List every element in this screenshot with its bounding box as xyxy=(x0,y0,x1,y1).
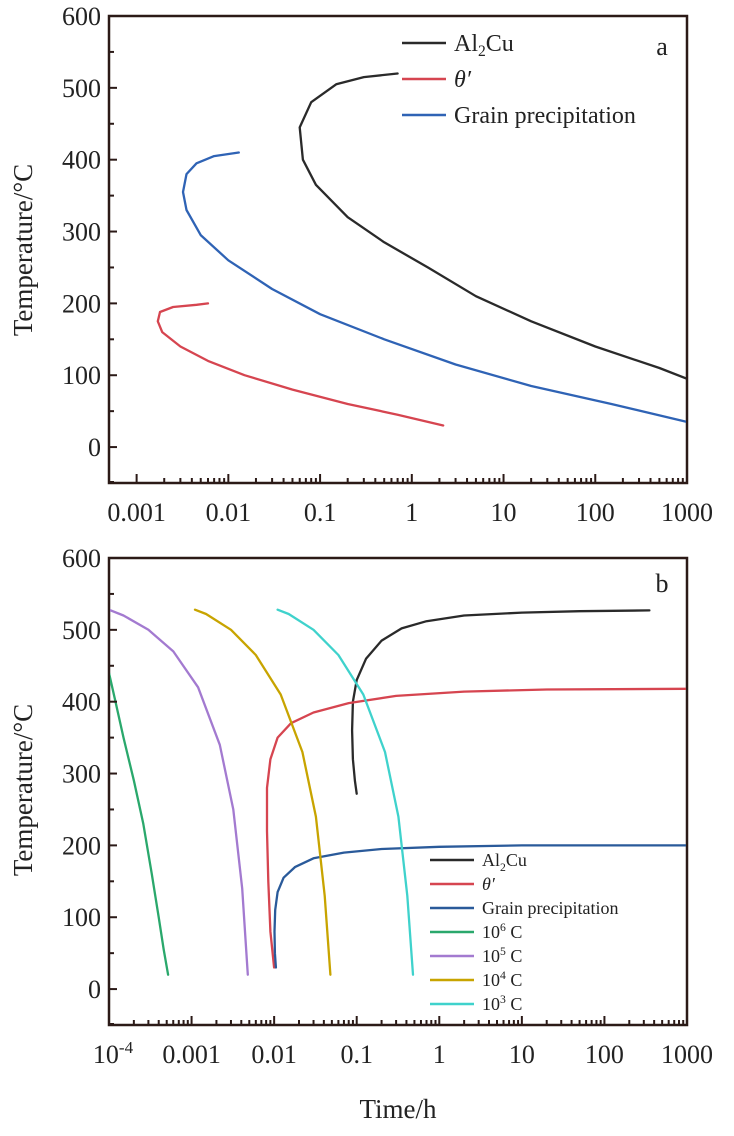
y-tick-label: 500 xyxy=(62,74,101,103)
y-tick-label: 100 xyxy=(62,361,101,390)
series-line-1 xyxy=(350,609,651,795)
legend-label: Al2Cu xyxy=(454,31,514,60)
panel-b: 0 100 200 300 400 500 600 10-4 0.001 0.01 0.1 1 10 10… xyxy=(8,544,713,1069)
ticks-a: 0 100 200 300 400 500 600 0.001 0.01 0.1 1 10 100 100… xyxy=(62,2,713,527)
y-tick-label: 200 xyxy=(62,289,101,318)
y-tick-label: 600 xyxy=(62,544,101,573)
plot-frame-b xyxy=(107,556,689,1027)
x-tick-label: 0.001 xyxy=(107,498,166,527)
ticks-b: 0 100 200 300 400 500 600 10-4 0.001 0.01 0.1 1 10 10… xyxy=(62,544,713,1069)
legend-label: 106 C xyxy=(482,921,522,942)
x-tick-label: 1 xyxy=(433,1040,446,1069)
legend-label: Grain precipitation xyxy=(482,898,618,918)
legend-a: Al2Cu θ′ Grain precipitation xyxy=(402,31,636,129)
series-line-5 xyxy=(110,608,249,976)
y-axis-label-b: Temperature/°C xyxy=(8,704,38,876)
x-tick-label: 1 xyxy=(405,498,418,527)
x-tick-label: 100 xyxy=(576,498,615,527)
legend-label: Al2Cu xyxy=(482,850,527,874)
panel-a: 0 100 200 300 400 500 600 0.001 0.01 0.1 1 10 100 100… xyxy=(8,2,713,527)
curves-b xyxy=(110,608,686,976)
series-line-7 xyxy=(276,608,415,976)
panel-label-b: b xyxy=(656,569,669,598)
x-tick-label: 0.01 xyxy=(206,498,252,527)
x-tick-label: 0.01 xyxy=(251,1040,297,1069)
series-line-6 xyxy=(193,608,332,976)
series-line-1 xyxy=(298,72,686,380)
legend-label: 105 C xyxy=(482,945,522,966)
y-tick-label: 0 xyxy=(88,433,101,462)
x-tick-label: 10 xyxy=(491,498,517,527)
series-line-2 xyxy=(156,302,445,427)
legend-label: θ′ xyxy=(482,874,496,894)
x-tick-label: 0.1 xyxy=(304,498,337,527)
x-tick-label: 10 xyxy=(509,1040,535,1069)
series-line-3 xyxy=(181,151,686,423)
x-tick-label: 0.001 xyxy=(162,1040,221,1069)
y-tick-label: 600 xyxy=(62,2,101,31)
y-tick-label: 300 xyxy=(62,218,101,247)
y-tick-label: 400 xyxy=(62,688,101,717)
y-tick-label: 100 xyxy=(62,903,101,932)
x-axis-label: Time/h xyxy=(359,1094,437,1124)
y-tick-label: 400 xyxy=(62,146,101,175)
x-tick-label: 1000 xyxy=(661,1040,713,1069)
y-tick-label: 0 xyxy=(88,975,101,1004)
y-tick-label: 200 xyxy=(62,831,101,860)
x-tick-label: 100 xyxy=(585,1040,624,1069)
legend-label: Grain precipitation xyxy=(454,103,636,129)
legend-label: 103 C xyxy=(482,993,522,1014)
y-axis-label-a: Temperature/°C xyxy=(8,164,38,336)
x-tick-label: 1000 xyxy=(661,498,713,527)
y-tick-label: 300 xyxy=(62,760,101,789)
x-tick-label: 0.1 xyxy=(340,1040,373,1069)
y-tick-label: 500 xyxy=(62,616,101,645)
legend-label: θ′ xyxy=(454,67,472,93)
series-line-2 xyxy=(265,687,686,969)
series-line-3 xyxy=(273,844,686,969)
x-tick-label: 10-4 xyxy=(93,1038,134,1069)
legend-label: 104 C xyxy=(482,969,522,990)
curves-a xyxy=(156,72,686,427)
panel-label-a: a xyxy=(656,32,668,61)
series-line-4 xyxy=(110,672,170,976)
